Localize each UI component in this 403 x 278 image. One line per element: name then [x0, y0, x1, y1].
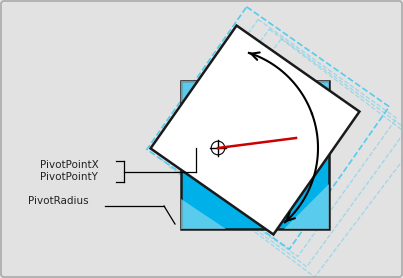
Text: PivotPointX: PivotPointX [40, 160, 99, 170]
Text: PivotRadius: PivotRadius [28, 196, 89, 206]
Polygon shape [151, 26, 359, 234]
Text: PivotPointY: PivotPointY [40, 172, 98, 182]
Polygon shape [181, 81, 329, 229]
Polygon shape [299, 81, 329, 126]
Polygon shape [181, 199, 226, 229]
Polygon shape [284, 184, 329, 229]
Polygon shape [181, 81, 211, 111]
